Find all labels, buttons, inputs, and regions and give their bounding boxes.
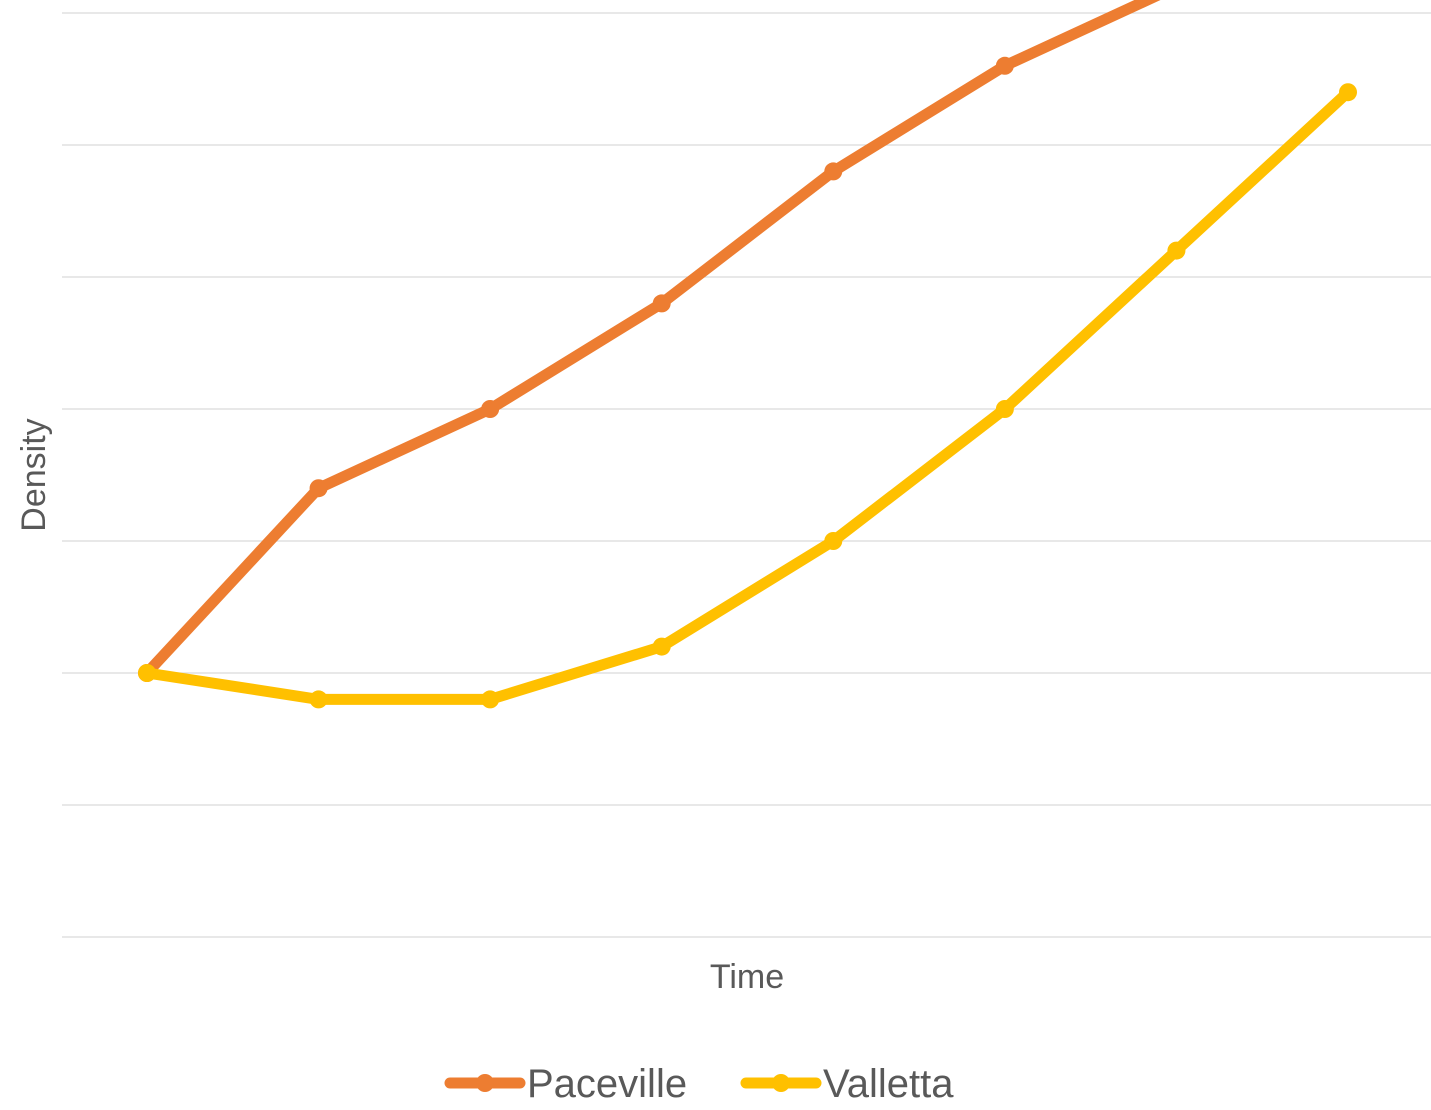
data-point (309, 690, 328, 709)
data-point (824, 532, 843, 550)
data-point (995, 400, 1014, 418)
gridlines (62, 12, 1431, 938)
legend: Paceville Valletta (444, 1062, 954, 1106)
series-group (138, 0, 1357, 709)
series-line (141, 0, 1161, 679)
data-point (138, 664, 156, 682)
series-paceville (138, 0, 1161, 682)
data-point (309, 479, 328, 498)
data-point (481, 690, 500, 709)
legend-item-paceville: Paceville (444, 1062, 687, 1106)
series-valletta (138, 83, 1357, 709)
y-axis-label: Density (15, 418, 53, 531)
x-axis-label: Time (710, 958, 784, 996)
legend-swatch-marker (772, 1074, 790, 1092)
data-point (1339, 83, 1357, 102)
data-point (481, 400, 500, 418)
series-line (141, 86, 1354, 705)
data-point (824, 162, 843, 181)
data-point (652, 637, 671, 656)
data-point (995, 56, 1014, 75)
legend-swatch-marker (476, 1074, 494, 1092)
legend-label: Valletta (823, 1062, 954, 1105)
legend-item-valletta: Valletta (740, 1062, 954, 1106)
data-point (652, 294, 671, 313)
legend-label: Paceville (527, 1062, 687, 1105)
data-point (1167, 241, 1186, 260)
